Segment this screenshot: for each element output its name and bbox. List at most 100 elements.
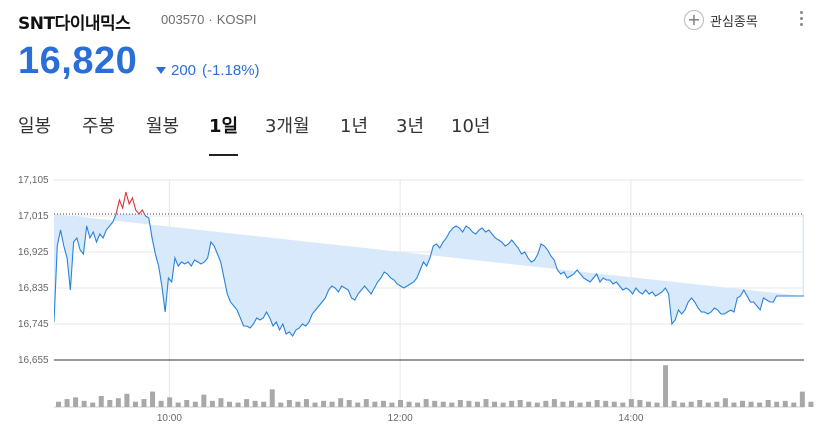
volume-bar [175,402,181,407]
price-line-down [54,214,804,337]
volume-bar [637,399,643,407]
watchlist-button[interactable]: + 관심종목 [684,8,758,32]
volume-bar [551,399,557,407]
volume-bar [98,396,104,407]
volume-bar [355,402,361,407]
volume-bar [620,402,626,407]
volume-bar [201,394,207,407]
volume-bar [73,397,79,407]
volume-bar [252,400,258,407]
volume-bar [808,401,814,407]
down-arrow-icon [156,67,166,74]
volume-bar [90,402,96,407]
volume-bar [269,389,275,407]
volume-bar [363,399,369,407]
change-amount: 200 [171,62,197,79]
volume-bar [594,399,600,407]
plus-icon: + [684,10,704,30]
x-tick-label: 10:00 [157,413,182,424]
volume-bar [227,401,232,407]
volume-bar [705,402,711,407]
price-area-ext [802,214,804,296]
tab-10years[interactable]: 10년 [451,116,491,137]
volume-bar [295,401,301,407]
volume-bar [799,391,805,407]
separator-dot: · [208,12,213,27]
volume-bar [449,402,455,407]
volume-bar [141,399,147,407]
price-change: 200 (-1.18%) [156,62,260,79]
volume-bar [586,401,592,407]
tab-weekly[interactable]: 주봉 [82,116,116,137]
volume-bar [731,402,737,407]
volume-bar [278,402,284,407]
watchlist-label: 관심종목 [710,14,758,30]
volume-bar [329,401,335,407]
y-tick-label: 16,835 [18,283,49,294]
volume-bar [303,399,309,407]
volume-bar [543,400,549,407]
period-tabs: 일봉 주봉 월봉 1일 3개월 1년 3년 10년 [0,112,819,158]
tab-1day[interactable]: 1일 [209,112,239,156]
volume-bar [603,400,609,407]
volume-bar [167,397,173,407]
tab-daily[interactable]: 일봉 [18,116,52,137]
volume-bar [398,399,403,407]
volume-bar [748,401,754,407]
volume-bar [406,401,412,407]
more-options-icon[interactable] [797,11,805,31]
volume-bar [517,399,523,407]
volume-bar [611,401,617,407]
volume-bar [457,399,463,407]
volume-bar [56,401,61,407]
volume-bar [526,401,532,407]
volume-bar [115,398,121,407]
tab-monthly[interactable]: 월봉 [146,116,180,137]
volume-bar [740,400,745,407]
y-tick-label: 17,015 [18,211,49,222]
volume-bar [312,402,318,407]
volume-bar [158,400,164,407]
volume-bar [577,402,583,407]
volume-bar [286,399,292,407]
volume-bar [722,398,728,407]
volume-bar [569,400,574,407]
tab-1year[interactable]: 1년 [340,116,369,137]
stock-code: 003570 [161,12,205,27]
volume-bar [560,401,566,407]
volume-bar [500,402,506,407]
volume-bar [483,399,489,407]
volume-bar [697,399,703,407]
y-tick-label: 16,745 [18,319,49,330]
stock-name: SNT다이내믹스 [18,14,131,34]
tab-3months[interactable]: 3개월 [265,116,310,137]
volume-bar [466,400,472,407]
volume-bar [791,402,797,407]
volume-bar [107,399,113,407]
volume-bar [423,399,429,407]
volume-bar [389,402,395,407]
volume-bar [474,401,480,407]
volume-bar [714,401,720,407]
price-area [54,214,804,336]
stock-meta: 003570 · KOSPI [161,12,256,27]
volume-bar [492,401,498,407]
volume-bar [209,400,215,407]
volume-bar [338,398,344,407]
stock-market: KOSPI [216,12,257,27]
volume-bar [645,401,651,407]
volume-bar [380,400,386,407]
tab-3years[interactable]: 3년 [396,116,425,137]
volume-bar [321,400,327,407]
volume-bar [765,399,771,407]
y-tick-label: 17,105 [18,175,49,186]
volume-bar [432,400,438,407]
volume-bar [261,401,267,407]
volume-bar [688,401,694,407]
volume-bar [64,399,70,407]
y-tick-label: 16,655 [18,355,49,366]
volume-bar [671,400,677,407]
x-tick-label: 12:00 [388,413,413,424]
volume-bar [244,399,250,407]
